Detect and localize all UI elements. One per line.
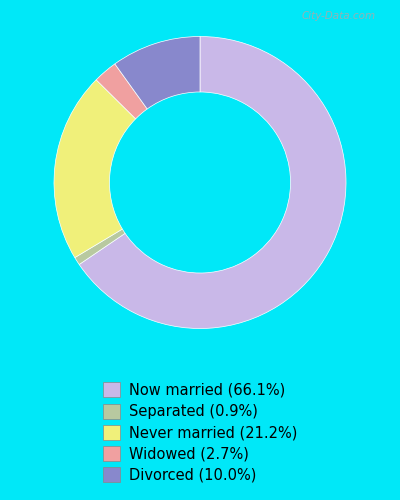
Text: City-Data.com: City-Data.com — [301, 11, 375, 21]
Wedge shape — [75, 229, 125, 264]
Wedge shape — [115, 36, 200, 109]
Wedge shape — [79, 36, 346, 329]
Wedge shape — [96, 64, 147, 119]
Legend: Now married (66.1%), Separated (0.9%), Never married (21.2%), Widowed (2.7%), Di: Now married (66.1%), Separated (0.9%), N… — [95, 375, 305, 490]
Wedge shape — [54, 80, 136, 258]
